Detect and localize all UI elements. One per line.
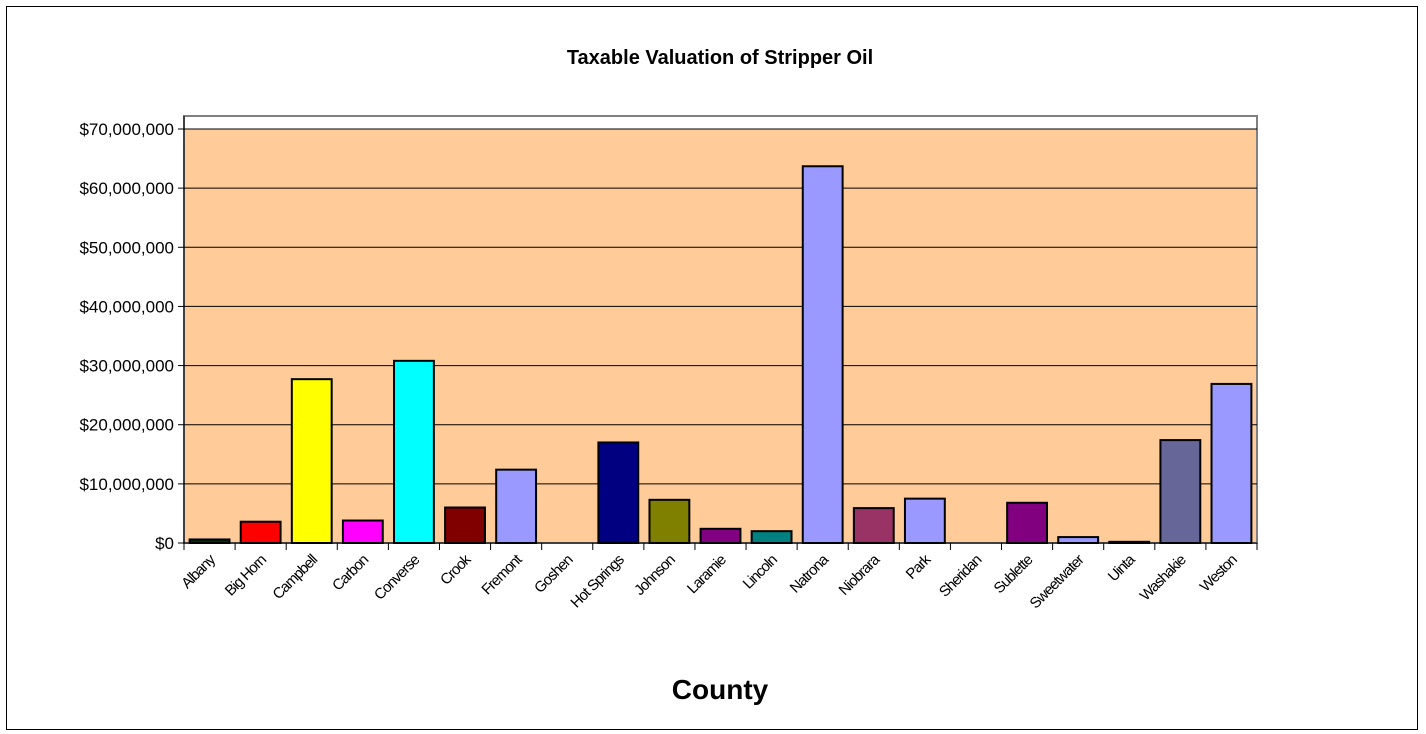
bar-sweetwater <box>1057 536 1100 544</box>
bar-fremont <box>495 468 538 545</box>
y-tick-label: $30,000,000 <box>79 357 174 376</box>
y-tick-label: $50,000,000 <box>79 238 174 257</box>
bar-niobrara <box>852 507 895 544</box>
bar-chart: $0 $10,000,000 $20,000,000 $30,000,000 $40,0… <box>79 47 1258 705</box>
x-tick-label: Carbon <box>329 551 372 594</box>
bar-park <box>903 497 946 544</box>
gridlines <box>184 128 1257 485</box>
x-tick-label: Weston <box>1197 551 1241 595</box>
x-tick-label: Johnson <box>631 551 679 599</box>
bar-big-horn <box>239 520 282 544</box>
bar-albany <box>188 538 231 544</box>
bar-washakie <box>1159 439 1202 544</box>
y-tick-label: $20,000,000 <box>79 416 174 435</box>
plot-headroom <box>184 116 1257 129</box>
x-tick-label: Sheridan <box>936 551 985 600</box>
x-tick-label: Converse <box>371 551 423 603</box>
x-tick-label: Washakie <box>1137 551 1190 604</box>
y-tick-label: $0 <box>155 534 174 553</box>
plot-area <box>184 129 1257 543</box>
chart-title: Taxable Valuation of Stripper Oil <box>567 47 873 69</box>
x-tick-label: Fremont <box>478 551 526 599</box>
bar-hot-springs <box>597 441 640 545</box>
bar-johnson <box>648 498 691 544</box>
x-tick-label: Lincoln <box>740 551 781 592</box>
y-tick-label: $60,000,000 <box>79 179 174 198</box>
bars <box>188 165 1253 545</box>
y-tick-label: $70,000,000 <box>79 120 174 139</box>
x-tick-label: Campbell <box>269 551 321 603</box>
bar-crook <box>444 506 486 544</box>
bar-carbon <box>341 519 384 544</box>
y-tick-label: $10,000,000 <box>79 475 174 494</box>
x-tick-label: Big Horn <box>222 551 270 599</box>
bar-campbell <box>290 378 333 544</box>
x-tick-label: Albany <box>178 551 219 592</box>
x-tick-label: Hot Springs <box>567 551 627 611</box>
chart-frame: $0 $10,000,000 $20,000,000 $30,000,000 $40,0… <box>6 6 1418 730</box>
x-tick-label: Natrona <box>787 551 833 597</box>
y-tick-label: $40,000,000 <box>79 297 174 316</box>
bar-lincoln <box>750 530 793 545</box>
x-axis-title: County <box>672 674 769 705</box>
bar-sublette <box>1006 501 1048 545</box>
x-tick-label: Park <box>903 551 935 583</box>
x-tick-label: Sweetwater <box>1027 551 1088 612</box>
bar-natrona <box>801 165 844 544</box>
x-tick-label: Sublette <box>991 551 1037 597</box>
x-tick-label: Niobrara <box>836 551 884 599</box>
bar-converse <box>393 359 435 544</box>
x-tick-label: Uinta <box>1105 551 1139 585</box>
x-tick-label: Goshen <box>531 551 576 596</box>
x-tick-label: Crook <box>437 551 475 589</box>
bar-laramie <box>699 527 742 545</box>
x-tick-label: Laramie <box>684 551 730 597</box>
bar-weston <box>1210 382 1253 544</box>
